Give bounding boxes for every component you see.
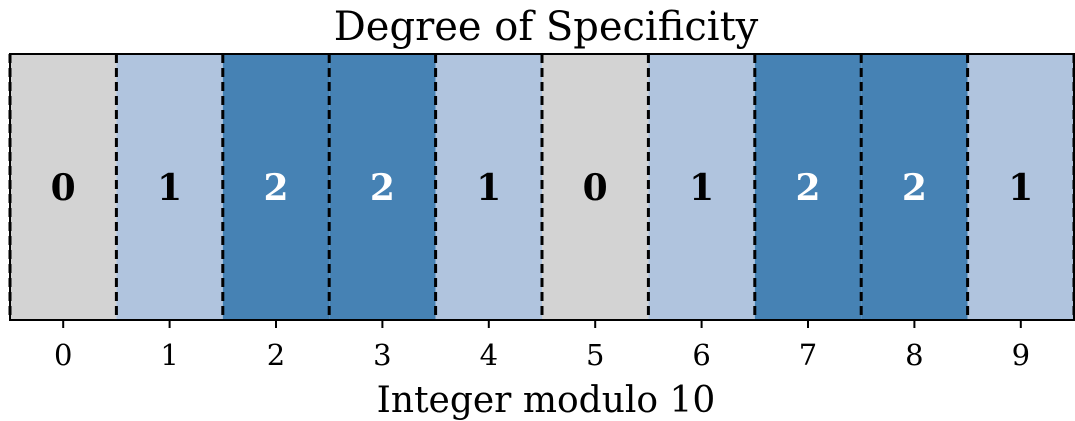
x-tick-label-7: 7: [799, 338, 817, 372]
x-tick-label-6: 6: [692, 338, 710, 372]
x-tick-label-8: 8: [905, 338, 923, 372]
heatmap-cell-7: [754, 54, 862, 320]
heatmap-cell-5: [542, 54, 649, 320]
heatmap-cell-8: [861, 54, 968, 320]
x-tick-label-9: 9: [1012, 338, 1030, 372]
heatmap-cell-1: [116, 54, 223, 320]
cell-value-label-5: 0: [583, 167, 608, 209]
heatmap-cell-4: [435, 54, 542, 320]
x-tick-label-1: 1: [160, 338, 178, 372]
heatmap-cell-9: [967, 54, 1074, 320]
plot-frame: [9, 53, 1075, 321]
cell-value-label-6: 1: [689, 167, 714, 209]
cell-value-label-8: 2: [902, 167, 927, 209]
heatmap-cell-2: [222, 54, 330, 320]
cell-value-label-4: 1: [476, 167, 501, 209]
cell-value-label-3: 2: [370, 167, 395, 209]
cell-value-label-9: 1: [1008, 167, 1033, 209]
x-tick-label-4: 4: [480, 338, 498, 372]
x-tick-label-5: 5: [586, 338, 604, 372]
heatmap-cell-0: [10, 54, 117, 320]
cell-labels: 0 1 2 2 1 0 1 2 2 1: [51, 167, 1034, 209]
heatmap-cell-3: [329, 54, 436, 320]
chart-title: Degree of Specificity: [334, 4, 759, 50]
x-axis-label: Integer modulo 10: [377, 380, 716, 421]
cell-value-label-0: 0: [51, 167, 76, 209]
cell-value-label-2: 2: [263, 167, 288, 209]
x-tick-label-3: 3: [373, 338, 391, 372]
heatmap-cell-6: [648, 54, 755, 320]
x-axis-ticks: 0 1 2 3 4 5 6 7 8 9: [54, 320, 1030, 372]
cell-value-label-7: 2: [795, 167, 820, 209]
heatmap-cells: [10, 54, 1074, 320]
cell-value-label-1: 1: [157, 167, 182, 209]
x-tick-label-2: 2: [267, 338, 285, 372]
x-tick-label-0: 0: [54, 338, 72, 372]
